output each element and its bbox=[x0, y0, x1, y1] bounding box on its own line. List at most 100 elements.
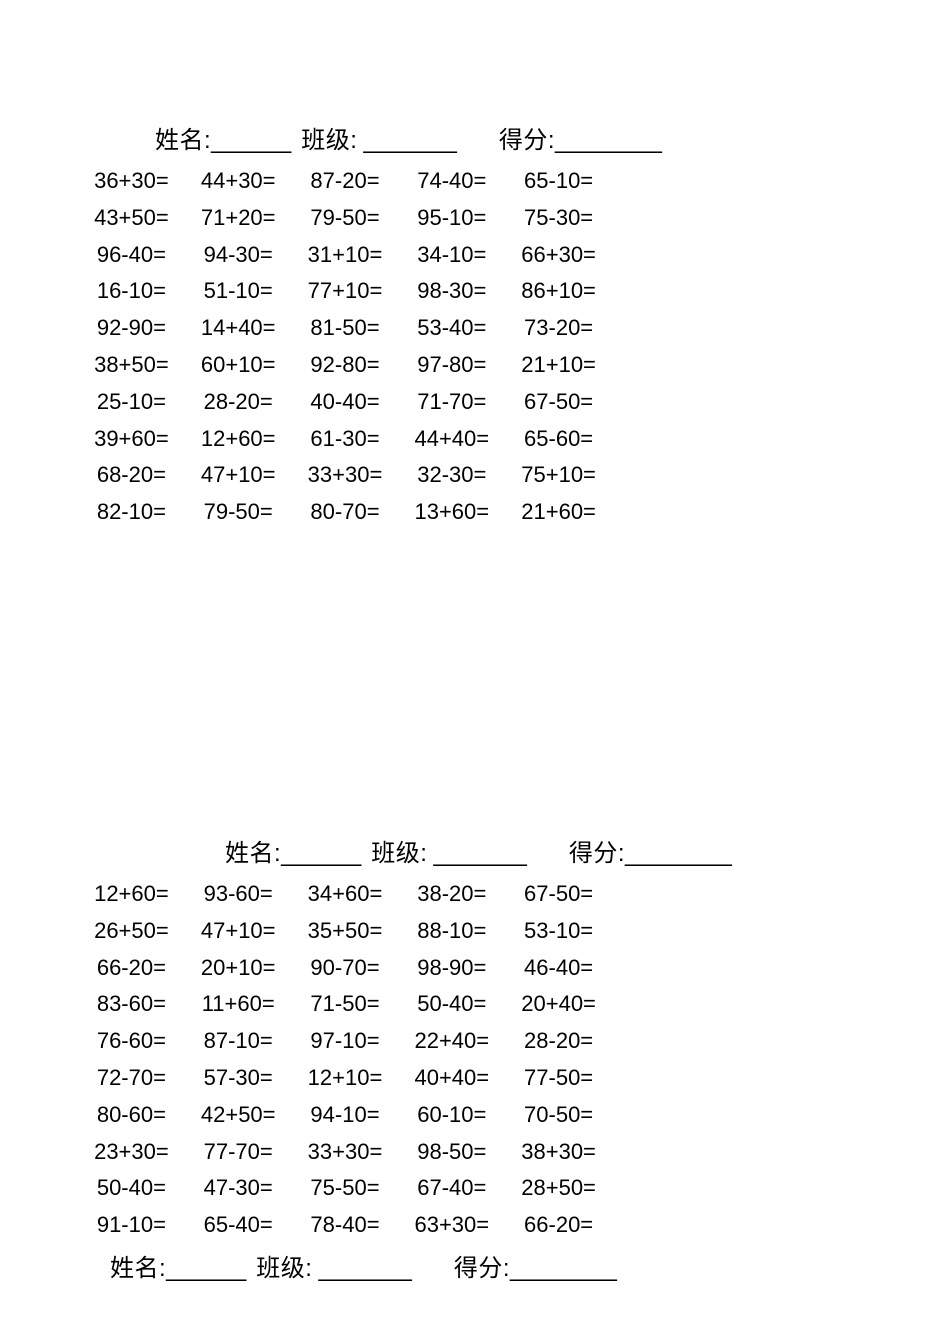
header-line-3: 姓名:______ 班级: _______ 得分:________ bbox=[110, 1254, 617, 1284]
problem-s1-r10-c2: 79-50= bbox=[203, 499, 273, 525]
problem-s2-r3-c5: 46-40= bbox=[524, 954, 594, 980]
problem-s2-r8-c3: 33+30= bbox=[307, 1138, 383, 1164]
problem-s1-r4-c1: 16-10= bbox=[96, 278, 166, 304]
problem-s2-r8-c5: 38+30= bbox=[521, 1138, 596, 1164]
problem-s2-r6-c5: 77-50= bbox=[524, 1064, 594, 1090]
problem-s2-r7-c2: 42+50= bbox=[200, 1101, 276, 1127]
problem-s2-r7-c1: 80-60= bbox=[96, 1101, 166, 1127]
problem-s1-r2-c4: 95-10= bbox=[417, 204, 487, 230]
problem-s2-r5-c5: 28-20= bbox=[524, 1028, 594, 1054]
class-label: 班级: bbox=[371, 840, 428, 867]
problem-s1-r1-c1: 36+30= bbox=[94, 168, 169, 193]
problem-s2-r5-c1: 76-60= bbox=[96, 1028, 166, 1054]
class-blank-line: _______ bbox=[433, 840, 527, 867]
problem-s1-r9-c1: 68-20= bbox=[96, 462, 166, 488]
problem-s1-r3-c5: 66+30= bbox=[521, 241, 596, 267]
problem-s2-r3-c1: 66-20= bbox=[96, 954, 166, 980]
problem-s2-r1-c3: 34+60= bbox=[307, 881, 383, 906]
problem-s2-r2-c3: 35+50= bbox=[307, 917, 383, 943]
problem-s2-r6-c3: 12+10= bbox=[307, 1064, 383, 1090]
problem-s1-r5-c3: 81-50= bbox=[310, 315, 380, 341]
problem-s2-r1-c5: 67-50= bbox=[524, 881, 594, 906]
problem-s1-r10-c1: 82-10= bbox=[96, 499, 166, 525]
problem-s2-r1-c2: 93-60= bbox=[203, 881, 273, 906]
problem-s1-r1-c2: 44+30= bbox=[200, 168, 276, 193]
problem-s1-r7-c1: 25-10= bbox=[96, 388, 166, 414]
score-label: 得分: bbox=[498, 127, 556, 154]
name-blank-line: ______ bbox=[166, 1255, 247, 1282]
score-blank-line: ________ bbox=[510, 1255, 617, 1282]
problem-s2-r9-c2: 47-30= bbox=[203, 1175, 273, 1201]
problem-s2-r1-c1: 12+60= bbox=[94, 881, 169, 906]
problem-s2-r5-c3: 97-10= bbox=[310, 1028, 380, 1054]
problem-s2-r8-c1: 23+30= bbox=[94, 1138, 169, 1164]
class-label: 班级: bbox=[301, 127, 358, 154]
problem-s1-r8-c4: 44+40= bbox=[414, 425, 490, 451]
problem-s1-r5-c5: 73-20= bbox=[524, 315, 594, 341]
problem-s1-r4-c2: 51-10= bbox=[203, 278, 273, 304]
problem-s1-r7-c5: 67-50= bbox=[524, 388, 594, 414]
problem-s1-r2-c1: 43+50= bbox=[94, 204, 169, 230]
problem-s1-r3-c4: 34-10= bbox=[417, 241, 487, 267]
problems-grid-2: 12+60= 93-60= 34+60= 38-20= 67-50= 26+50= 47+1… bbox=[78, 876, 612, 1244]
problem-s1-r9-c2: 47+10= bbox=[200, 462, 276, 488]
problem-s1-r3-c1: 96-40= bbox=[96, 241, 166, 267]
problem-s1-r4-c5: 86+10= bbox=[521, 278, 596, 304]
problem-s2-r4-c4: 50-40= bbox=[417, 991, 487, 1017]
problem-s2-r10-c2: 65-40= bbox=[203, 1212, 273, 1238]
problem-s2-r8-c2: 77-70= bbox=[203, 1138, 273, 1164]
problems-grid-1: 36+30= 44+30= 87-20= 74-40= 65-10= 43+50= 71+2… bbox=[78, 163, 612, 531]
problem-s1-r10-c4: 13+60= bbox=[414, 499, 490, 525]
name-label: 姓名: bbox=[155, 127, 212, 154]
name-label: 姓名: bbox=[225, 840, 282, 867]
problem-s2-r3-c2: 20+10= bbox=[200, 954, 276, 980]
problem-s1-r7-c2: 28-20= bbox=[203, 388, 273, 414]
problem-s2-r10-c1: 91-10= bbox=[96, 1212, 166, 1238]
problem-s2-r6-c4: 40+40= bbox=[414, 1064, 490, 1090]
problem-s1-r3-c3: 31+10= bbox=[307, 241, 383, 267]
class-label: 班级: bbox=[256, 1255, 313, 1282]
header-line-1: 姓名:______ 班级: _______ 得分:________ bbox=[155, 126, 662, 156]
problem-s1-r5-c4: 53-40= bbox=[417, 315, 487, 341]
problem-s2-r7-c4: 60-10= bbox=[417, 1101, 487, 1127]
problem-s1-r5-c1: 92-90= bbox=[96, 315, 166, 341]
problem-s1-r6-c4: 97-80= bbox=[417, 351, 487, 377]
problem-s1-r9-c3: 33+30= bbox=[307, 462, 383, 488]
problem-s2-r4-c2: 11+60= bbox=[201, 991, 275, 1017]
problem-s1-r8-c1: 39+60= bbox=[94, 425, 169, 451]
problem-s2-r8-c4: 98-50= bbox=[417, 1138, 487, 1164]
problem-s1-r10-c5: 21+60= bbox=[521, 499, 596, 525]
problem-s1-r9-c5: 75+10= bbox=[521, 462, 596, 488]
problem-s2-r10-c3: 78-40= bbox=[310, 1212, 380, 1238]
problem-s2-r10-c4: 63+30= bbox=[414, 1212, 490, 1238]
problem-s2-r5-c4: 22+40= bbox=[414, 1028, 490, 1054]
problem-s2-r2-c4: 88-10= bbox=[417, 917, 487, 943]
problem-s1-r10-c3: 80-70= bbox=[310, 499, 380, 525]
problem-s1-r3-c2: 94-30= bbox=[203, 241, 273, 267]
problem-s1-r9-c4: 32-30= bbox=[417, 462, 487, 488]
problem-s1-r2-c3: 79-50= bbox=[310, 204, 380, 230]
problem-s2-r6-c2: 57-30= bbox=[203, 1064, 273, 1090]
problem-s1-r8-c3: 61-30= bbox=[310, 425, 380, 451]
problem-s2-r2-c2: 47+10= bbox=[200, 917, 276, 943]
problem-s1-r6-c3: 92-80= bbox=[310, 351, 380, 377]
problem-s2-r1-c4: 38-20= bbox=[417, 881, 487, 906]
problem-s1-r4-c4: 98-30= bbox=[417, 278, 487, 304]
problem-s2-r2-c5: 53-10= bbox=[524, 917, 594, 943]
problem-s2-r7-c5: 70-50= bbox=[524, 1101, 594, 1127]
problem-s1-r7-c4: 71-70= bbox=[417, 388, 487, 414]
name-label: 姓名: bbox=[110, 1255, 167, 1282]
problem-s1-r6-c2: 60+10= bbox=[200, 351, 276, 377]
score-blank-line: ________ bbox=[625, 840, 732, 867]
class-blank-line: _______ bbox=[318, 1255, 412, 1282]
problem-s2-r9-c4: 67-40= bbox=[417, 1175, 487, 1201]
name-blank-line: ______ bbox=[211, 127, 292, 154]
problem-s2-r3-c3: 90-70= bbox=[310, 954, 380, 980]
problem-s1-r1-c3: 87-20= bbox=[310, 168, 380, 193]
problem-s2-r10-c5: 66-20= bbox=[524, 1212, 594, 1238]
problem-s1-r1-c5: 65-10= bbox=[524, 168, 594, 193]
problem-s2-r3-c4: 98-90= bbox=[417, 954, 487, 980]
problem-s2-r4-c5: 20+40= bbox=[521, 991, 596, 1017]
problem-s2-r7-c3: 94-10= bbox=[310, 1101, 380, 1127]
